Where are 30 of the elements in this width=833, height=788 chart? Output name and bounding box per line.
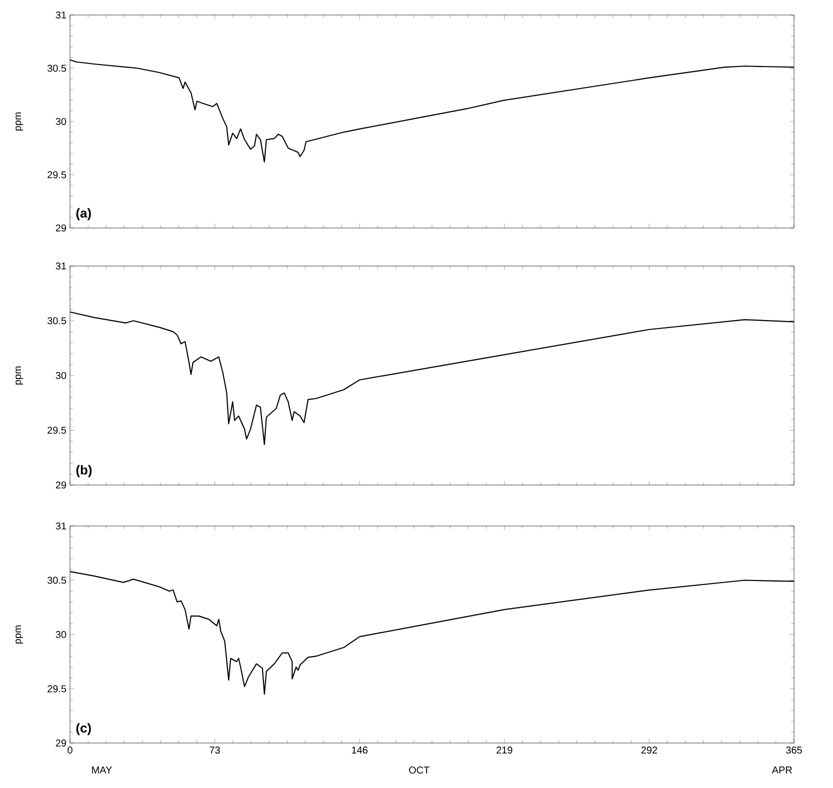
y-tick-label: 29.5 <box>48 685 66 692</box>
y-tick-label: 30.5 <box>47 576 66 584</box>
x-tick-label: 146 <box>352 746 368 754</box>
y-tick-label: 31 <box>56 11 66 19</box>
y-tick-label: 30 <box>56 630 66 638</box>
y-tick-label: 30 <box>56 118 66 126</box>
y-tick-label: 29 <box>56 481 66 489</box>
y-axis-title: ppm <box>16 625 24 644</box>
y-tick-label: 31 <box>56 522 66 530</box>
y-tick-label: 29 <box>56 224 66 232</box>
x-tick-label: 292 <box>641 746 658 754</box>
annotation: (c) <box>76 723 91 736</box>
y-tick-label: 30.5 <box>47 64 66 72</box>
annotation: (b) <box>76 465 92 478</box>
x-tick-label: 219 <box>496 746 512 754</box>
x-tick-label: 0 <box>68 746 72 754</box>
text: MAY <box>92 766 112 774</box>
y-axis-title: ppm <box>16 112 24 131</box>
x-tick-label: 73 <box>210 746 220 754</box>
y-tick-label: 29.5 <box>48 171 66 178</box>
y-tick-label: 30.5 <box>47 317 66 324</box>
y-tick-label: 30 <box>56 372 66 380</box>
annotation: (a) <box>76 208 91 220</box>
y-tick-label: 31 <box>56 262 66 270</box>
x-tick-label: 365 <box>786 746 802 754</box>
y-axis-title: ppm <box>16 366 24 385</box>
text: APR <box>772 766 792 774</box>
text: OCT <box>409 766 430 774</box>
y-tick-label: 29 <box>56 739 66 747</box>
y-tick-label: 29.5 <box>48 426 66 434</box>
